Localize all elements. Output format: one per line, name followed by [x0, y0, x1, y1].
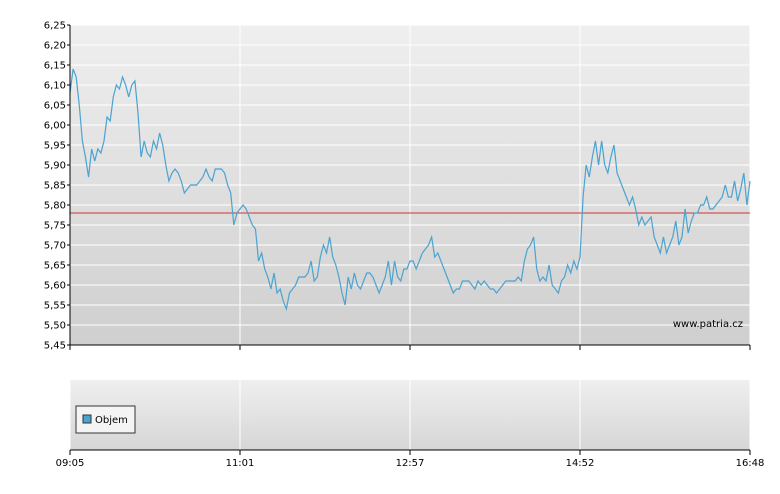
price-series-line	[69, 68, 751, 312]
y-tick-label: 5,50	[44, 321, 66, 332]
legend: Objem	[75, 405, 136, 434]
y-tick-label: 5,60	[44, 281, 66, 292]
y-tick-label: 5,70	[44, 241, 66, 252]
y-tick-label: 5,45	[44, 341, 66, 352]
y-tick-label: 6,25	[44, 21, 66, 32]
legend-swatch-objem	[82, 414, 92, 424]
y-tick-label: 6,00	[44, 121, 66, 132]
x-axis-tick-labels: 09:05 11:01 12:57 14:52 16:48	[56, 458, 765, 469]
x-axis-tick-marks	[69, 345, 751, 455]
x-tick-label: 16:48	[736, 458, 765, 469]
volume-grid	[69, 380, 751, 450]
watermark: www.patria.cz	[673, 319, 743, 330]
y-tick-label: 6,15	[44, 61, 66, 72]
x-tick-label: 14:52	[566, 458, 595, 469]
y-tick-label: 5,75	[44, 221, 66, 232]
y-tick-label: 6,05	[44, 101, 66, 112]
y-tick-label: 5,65	[44, 261, 66, 272]
x-tick-label: 09:05	[56, 458, 85, 469]
y-tick-label: 6,20	[44, 41, 66, 52]
y-tick-label: 5,55	[44, 301, 66, 312]
y-tick-label: 5,95	[44, 141, 66, 152]
y-tick-label: 5,80	[44, 201, 66, 212]
legend-label-objem: Objem	[95, 415, 128, 426]
y-axis-tick-labels: 6,25 6,20 6,15 6,10 6,05 6,00 5,95 5,90 5,85 5,80…	[44, 21, 70, 352]
y-tick-label: 5,85	[44, 181, 66, 192]
x-tick-label: 11:01	[226, 458, 255, 469]
y-tick-label: 6,10	[44, 81, 66, 92]
x-tick-label: 12:57	[396, 458, 425, 469]
y-tick-label: 5,90	[44, 161, 66, 172]
